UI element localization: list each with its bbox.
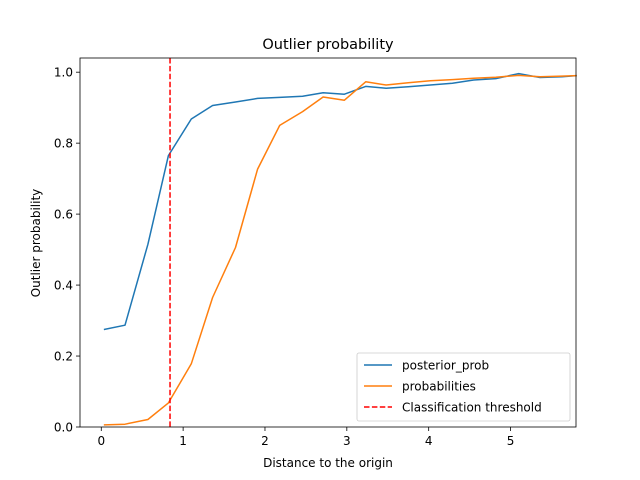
legend-label-posterior-prob: posterior_prob [402, 359, 489, 373]
x-tick-label: 2 [261, 434, 269, 448]
series-layer [103, 72, 577, 426]
chart-title: Outlier probability [262, 37, 394, 53]
y-tick-label: 0.2 [54, 350, 73, 364]
axes-frame [79, 57, 577, 428]
y-axis-label: Outlier probability [29, 189, 43, 298]
legend: posterior_prob probabilities Classificat… [356, 352, 571, 422]
plot-area: 0 1 2 3 4 5 0.0 0.2 0.4 0.6 0.8 1.0 [54, 57, 577, 448]
legend-label-classification-threshold: Classification threshold [402, 401, 542, 415]
x-tick-label: 5 [507, 434, 515, 448]
y-tick-label: 0.6 [54, 208, 73, 222]
legend-label-probabilities: probabilities [402, 380, 476, 394]
x-axis-label: Distance to the origin [263, 456, 393, 470]
x-tick-label: 1 [179, 434, 187, 448]
legend-box [356, 352, 571, 422]
y-axis-ticks: 0.0 0.2 0.4 0.6 0.8 1.0 [54, 66, 80, 435]
series-line-probabilities [103, 74, 577, 426]
y-tick-label: 1.0 [54, 66, 73, 80]
x-tick-label: 3 [343, 434, 351, 448]
y-tick-label: 0.0 [54, 421, 73, 435]
y-tick-label: 0.4 [54, 279, 73, 293]
series-line-posterior-prob [103, 72, 577, 331]
x-tick-label: 4 [425, 434, 433, 448]
y-tick-label: 0.8 [54, 137, 73, 151]
x-axis-ticks: 0 1 2 3 4 5 [97, 427, 514, 448]
x-tick-label: 0 [97, 434, 105, 448]
